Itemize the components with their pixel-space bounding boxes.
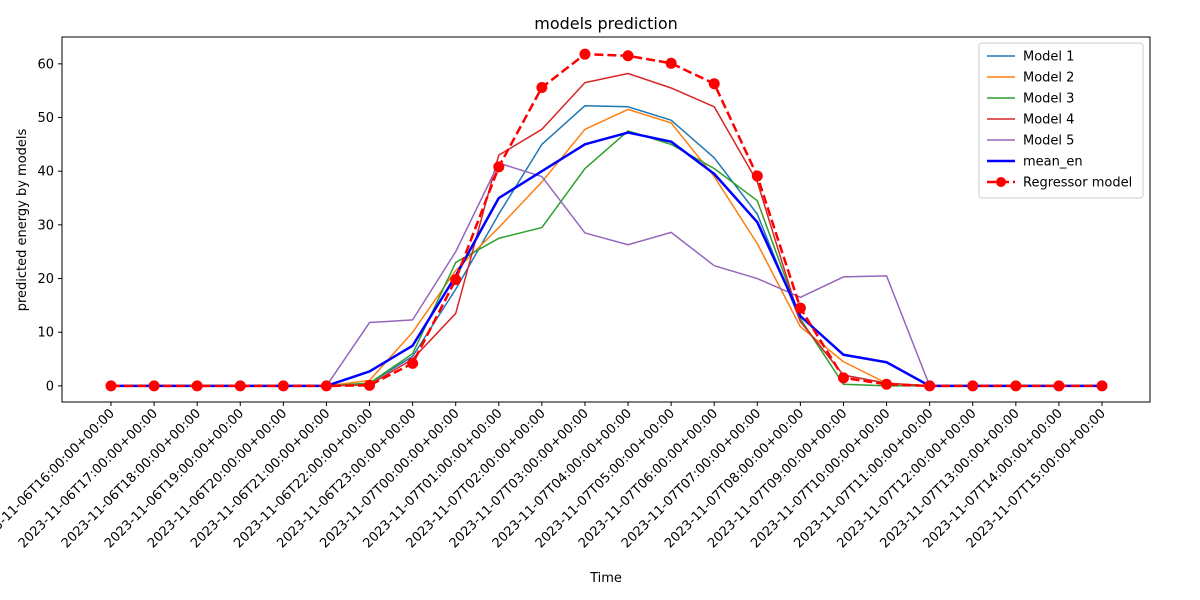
data-point-regressor-model (234, 380, 246, 392)
legend-label: Model 1 (1023, 50, 1074, 65)
plot-frame (61, 36, 1151, 403)
data-point-regressor-model (450, 274, 462, 286)
data-point-regressor-model (277, 380, 289, 392)
data-point-regressor-model (837, 372, 849, 384)
legend-label: Model 2 (1023, 71, 1074, 86)
x-axis-label: Time (589, 571, 622, 586)
data-point-regressor-model (320, 380, 332, 392)
legend-label: Model 3 (1023, 92, 1074, 107)
data-point-regressor-model (148, 380, 160, 392)
data-point-regressor-model (191, 380, 203, 392)
y-tick-label: 50 (37, 111, 54, 126)
y-axis: 0 10 20 30 40 50 60 (37, 57, 62, 394)
legend-label: Model 5 (1023, 134, 1074, 149)
y-tick-label: 40 (37, 165, 54, 180)
legend-label: Model 4 (1023, 113, 1074, 128)
data-point-regressor-model (751, 170, 763, 182)
plot-area (105, 48, 1108, 392)
data-point-regressor-model (1010, 380, 1022, 392)
data-point-regressor-model (794, 302, 806, 314)
legend-label: Regressor model (1023, 176, 1132, 191)
data-point-regressor-model (579, 48, 591, 60)
y-tick-label: 20 (37, 272, 54, 287)
y-tick-label: 60 (37, 57, 54, 72)
chart-title: models prediction (534, 14, 678, 33)
y-tick-label: 30 (37, 218, 54, 233)
data-point-regressor-model (622, 50, 634, 62)
data-point-regressor-model (407, 357, 419, 369)
data-point-regressor-model (967, 380, 979, 392)
data-point-regressor-model (708, 78, 720, 90)
data-point-regressor-model (665, 57, 677, 69)
legend-box (978, 42, 1144, 199)
legend-marker (996, 177, 1006, 187)
y-axis-label: predicted energy by models (15, 128, 30, 311)
data-point-regressor-model (105, 380, 117, 392)
y-tick-label: 10 (37, 326, 54, 341)
data-point-regressor-model (364, 379, 376, 391)
data-point-regressor-model (881, 378, 893, 390)
legend-label: mean_en (1023, 155, 1083, 170)
data-point-regressor-model (924, 380, 936, 392)
x-axis: 2023-11-06T16:00:00+00:002023-11-06T17:0… (0, 402, 1109, 551)
series-line-regressor-model (111, 52, 1102, 388)
data-point-regressor-model (1053, 380, 1065, 392)
data-point-regressor-model (493, 161, 505, 173)
y-tick-label: 0 (46, 379, 54, 394)
legend: Model 1 Model 2 Model 3 Model 4 Model 5 mean_… (978, 42, 1144, 199)
data-point-regressor-model (536, 81, 548, 93)
data-point-regressor-model (1096, 380, 1108, 392)
